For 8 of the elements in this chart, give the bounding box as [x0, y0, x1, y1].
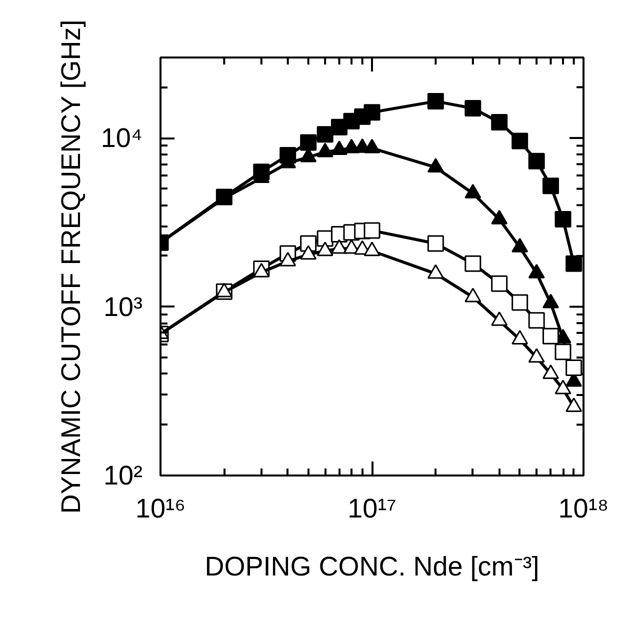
x-axis-title: DOPING CONC. Nde [cm⁻³] [204, 552, 540, 582]
y-axis-title: DYNAMIC CUTOFF FREQUENCY [GHz] [56, 20, 86, 514]
y-tick-label: 10³ [103, 292, 143, 322]
x-tick-label: 10¹⁷ [348, 494, 396, 524]
y-tick-label: 10² [103, 460, 143, 490]
x-tick-label: 10¹⁸ [558, 494, 609, 524]
x-tick-label: 10¹⁶ [135, 494, 186, 524]
y-tick-label: 10⁴ [100, 123, 143, 154]
